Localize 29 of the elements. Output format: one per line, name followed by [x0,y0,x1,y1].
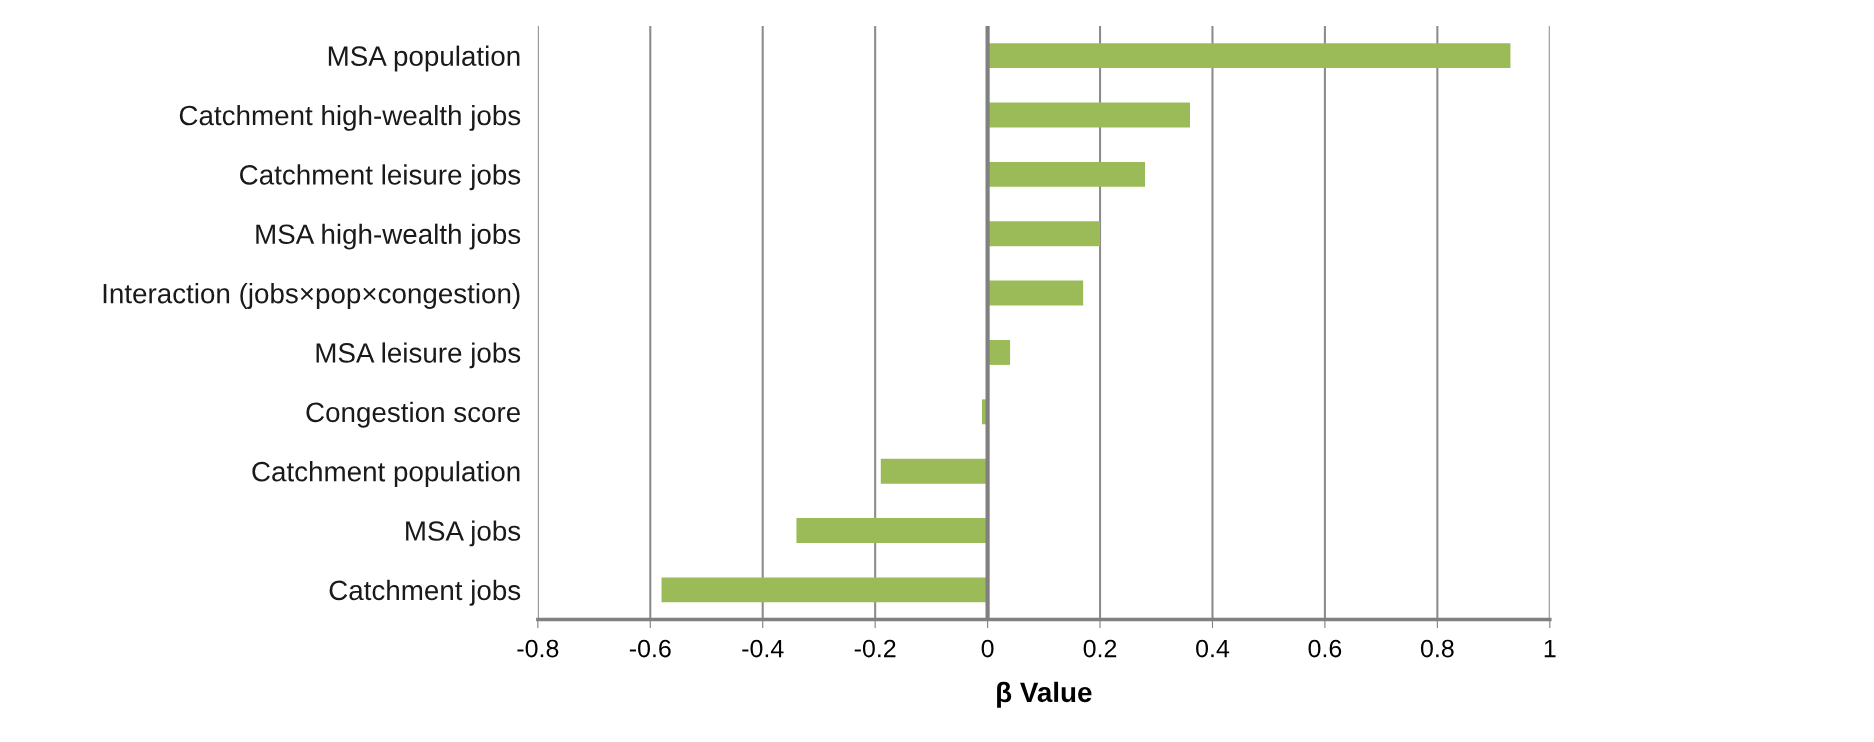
x-tick-label: 1 [1544,639,1556,658]
x-axis-title: β Value [997,681,1092,708]
x-tick-label: 0.6 [1308,639,1342,658]
x-tick-label: -0.4 [742,639,784,658]
bar [661,577,988,603]
x-tick-label: 0.8 [1420,639,1454,658]
y-tick-label: MSA jobs [406,520,521,547]
y-tick-label: Catchment jobs [329,579,521,606]
x-tick-label: 0 [981,639,994,658]
y-tick-label: Catchment population [252,461,520,487]
y-tick-label: Catchment high-wealth jobs [179,104,521,131]
bar [987,43,1511,69]
bar [987,280,1084,306]
bar [880,458,988,484]
x-tick-label: 0.4 [1196,639,1230,658]
y-tick-label: MSA leisure jobs [316,342,521,369]
y-tick-label: Interaction (jobs×pop×congestion) [103,283,520,309]
x-tick-label: -0.8 [517,639,559,658]
bar [796,518,988,543]
y-tick-label: MSA population [328,45,520,72]
x-tick-label: -0.2 [854,639,896,658]
y-tick-label: Congestion score [306,401,520,428]
bar [987,221,1101,247]
y-tick-label: MSA high-wealth jobs [256,223,521,250]
bar [987,161,1146,187]
x-tick-label: 0.2 [1083,639,1117,658]
y-tick-label: Catchment leisure jobs [240,164,521,191]
bar [987,102,1190,128]
x-tick-label: -0.6 [629,639,671,658]
